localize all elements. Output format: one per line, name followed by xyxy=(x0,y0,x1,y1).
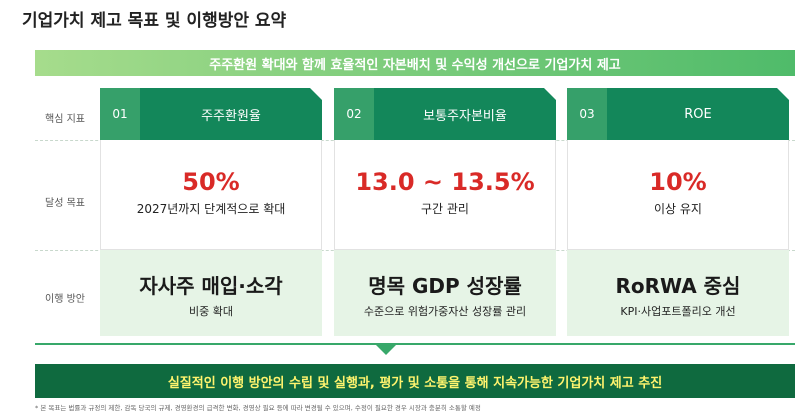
target-note: 2027년까지 단계적으로 확대 xyxy=(136,202,286,216)
target-section: 50% 2027년까지 단계적으로 확대 xyxy=(100,140,322,250)
card: 03 ROE 10% 이상 유지 RoRWA 중심 KPI·사업포트폴리오 개선 xyxy=(567,88,789,336)
plan: 명목 GDP 성장률 xyxy=(368,274,522,298)
card-number: 03 xyxy=(567,88,607,140)
banner: 주주환원 확대와 함께 효율적인 자본배치 및 수익성 개선으로 기업가치 제고 xyxy=(35,50,795,76)
target-value: 10% xyxy=(649,168,707,196)
card-number: 01 xyxy=(100,88,140,140)
card-number: 02 xyxy=(334,88,374,140)
row-label: 이행 방안 xyxy=(45,294,85,305)
plan-note: 수준으로 위험가중자산 성장률 관리 xyxy=(363,305,527,318)
card-header: 02 보통주자본비율 xyxy=(334,88,556,140)
target-value: 50% xyxy=(182,168,240,196)
target-section: 13.0 ~ 13.5% 구간 관리 xyxy=(334,140,556,250)
plan-note: 비중 확대 xyxy=(189,305,233,318)
plan-section: RoRWA 중심 KPI·사업포트폴리오 개선 xyxy=(567,250,789,336)
target-note: 이상 유지 xyxy=(654,202,702,216)
page-title: 기업가치 제고 목표 및 이행방안 요약 xyxy=(22,11,287,31)
card-header: 01 주주환원율 xyxy=(100,88,322,140)
card-header: 03 ROE xyxy=(567,88,789,140)
plan: 자사주 매입·소각 xyxy=(139,274,283,298)
plan: RoRWA 중심 xyxy=(615,274,741,298)
footnote: * 본 목표는 법률과 규정의 제한, 감독 당국의 규제, 경영환경의 급격한… xyxy=(35,404,481,412)
conclusion: 실질적인 이행 방안의 수립 및 실행과, 평가 및 소통을 통해 지속가능한 … xyxy=(35,364,795,398)
arrow xyxy=(376,345,396,355)
row-label: 핵심 지표 xyxy=(45,114,85,125)
row-label: 달성 목표 xyxy=(45,198,85,209)
target-section: 10% 이상 유지 xyxy=(567,140,789,250)
card-title: 주주환원율 xyxy=(140,88,322,140)
card-title: ROE xyxy=(607,88,789,140)
target-value: 13.0 ~ 13.5% xyxy=(355,168,535,196)
divider xyxy=(35,343,795,345)
card-title: 보통주자본비율 xyxy=(374,88,556,140)
target-note: 구간 관리 xyxy=(421,202,469,216)
plan-note: KPI·사업포트폴리오 개선 xyxy=(620,305,736,318)
